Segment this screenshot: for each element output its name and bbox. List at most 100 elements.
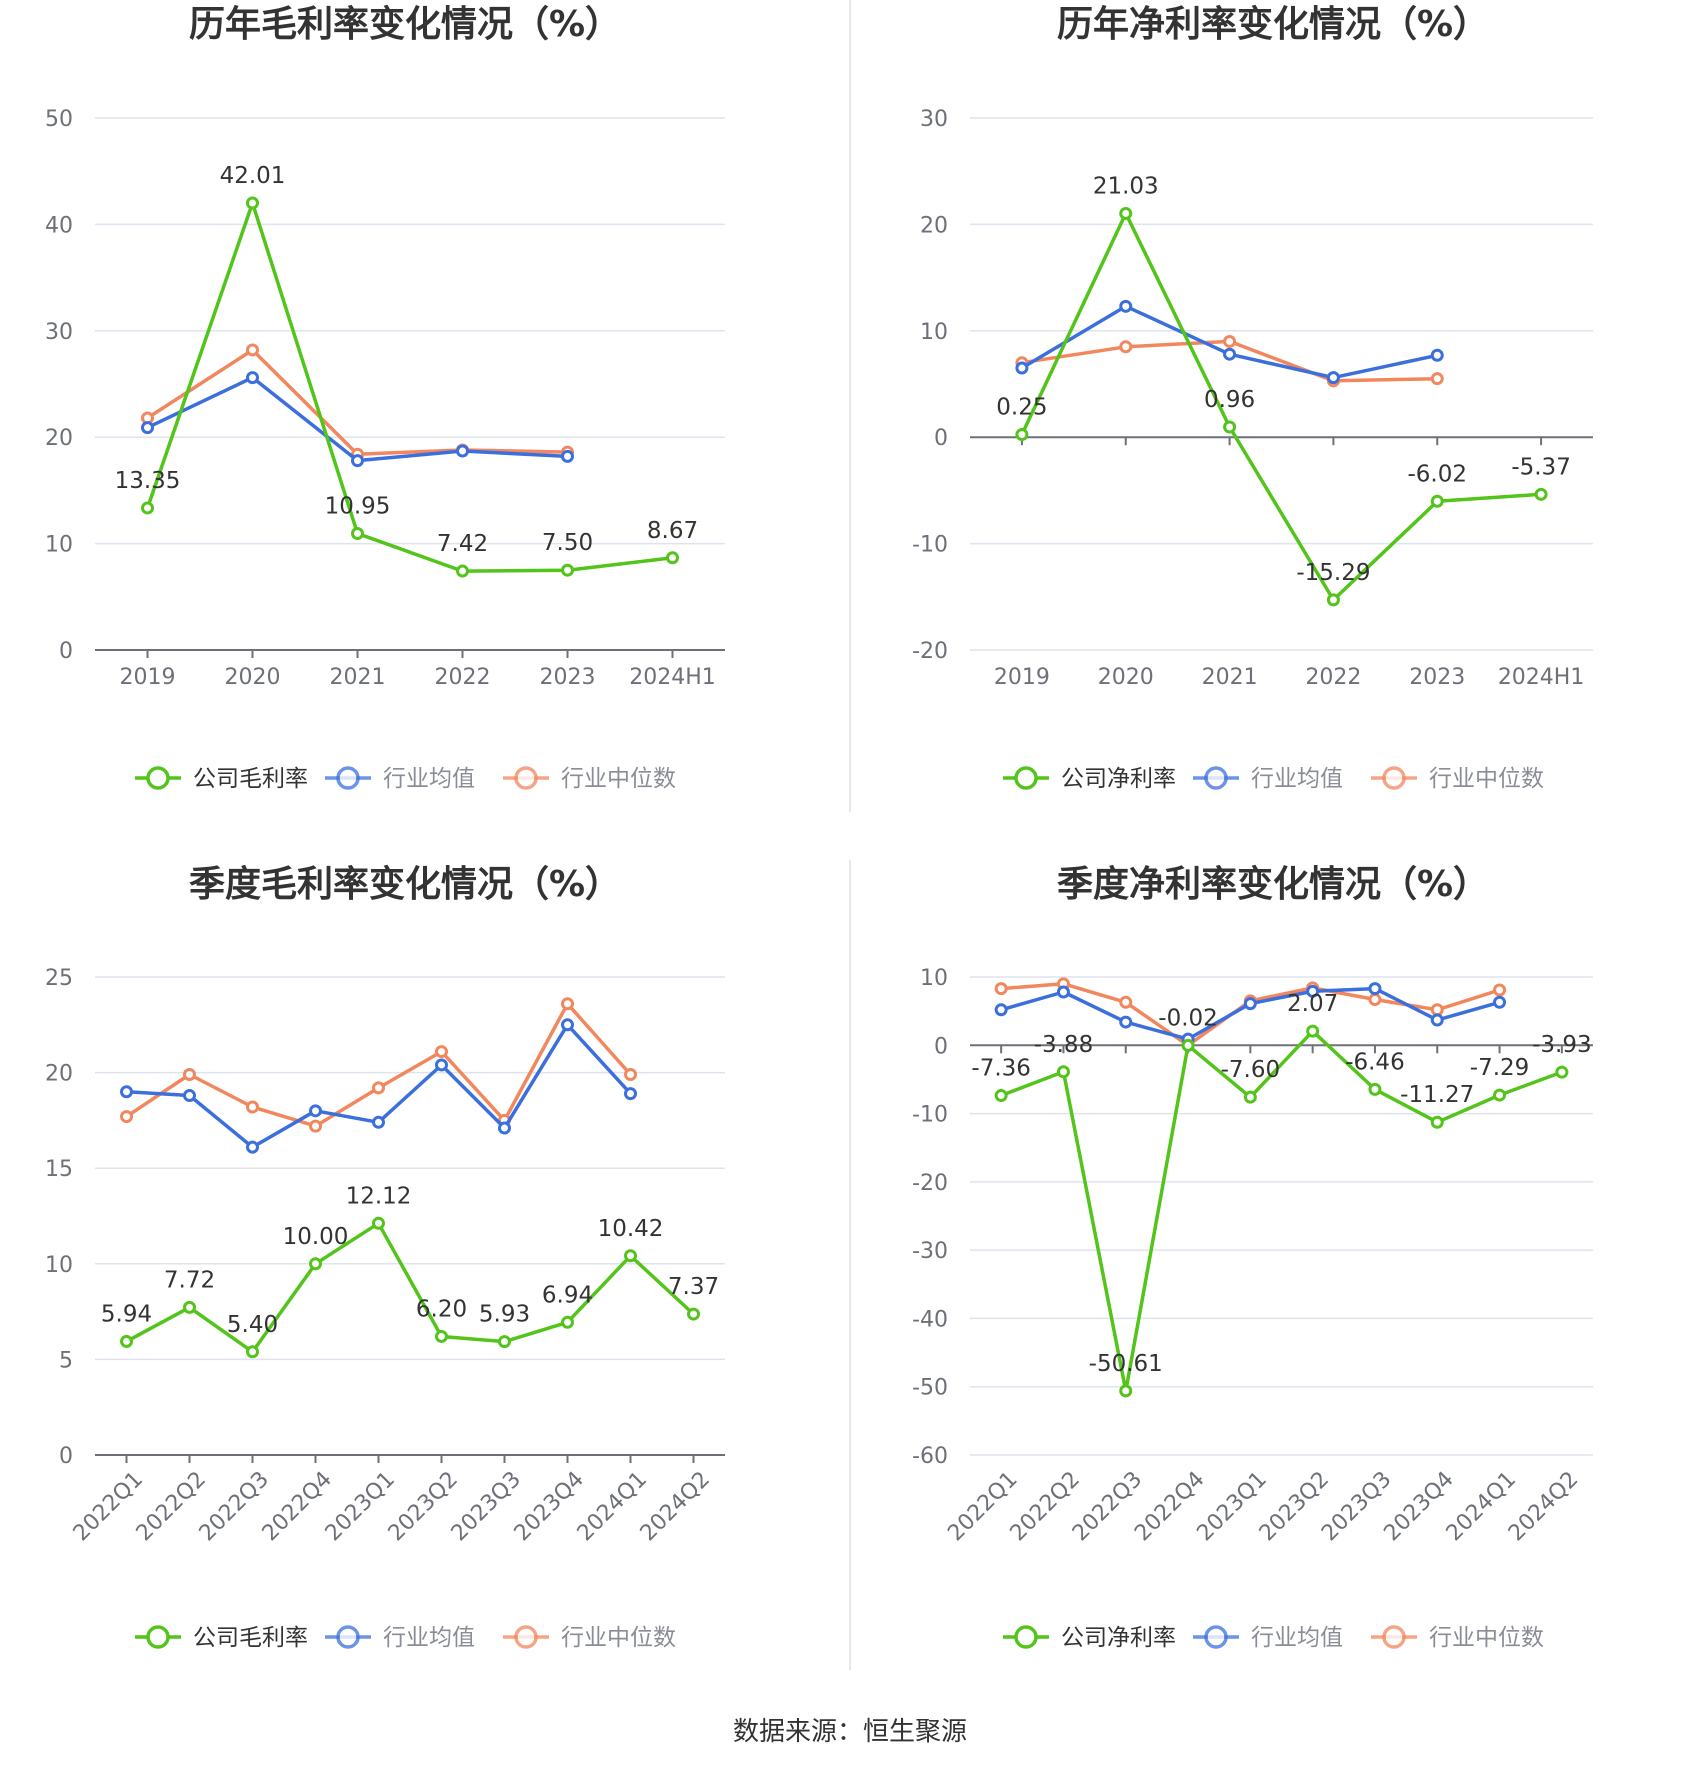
y-tick-label: 10 — [45, 1253, 73, 1278]
y-tick-label: 0 — [934, 426, 948, 451]
data-point-avg[interactable] — [624, 1087, 637, 1101]
legend-item-avg[interactable]: 行业均值 — [325, 1625, 475, 1651]
data-point-company[interactable] — [624, 1249, 637, 1263]
legend-item-avg[interactable]: 行业均值 — [325, 766, 475, 792]
data-point-avg[interactable] — [1430, 1013, 1444, 1027]
data-point-avg[interactable] — [309, 1104, 322, 1118]
data-point-company[interactable] — [246, 196, 259, 210]
data-point-company[interactable] — [498, 1335, 511, 1349]
x-tick-label: 2023 — [1409, 665, 1465, 690]
data-point-median[interactable] — [1430, 372, 1444, 386]
data-point-median[interactable] — [120, 1110, 133, 1124]
data-point-avg[interactable] — [1119, 299, 1133, 313]
data-point-company[interactable] — [1430, 494, 1444, 508]
data-point-company[interactable] — [246, 1345, 259, 1359]
data-point-median[interactable] — [1430, 1003, 1444, 1017]
data-point-median[interactable] — [309, 1119, 322, 1133]
data-point-median[interactable] — [246, 343, 259, 357]
data-point-median[interactable] — [246, 1100, 259, 1114]
data-point-avg[interactable] — [183, 1089, 196, 1103]
legend-item-company[interactable]: 公司净利率 — [1003, 766, 1176, 792]
legend-item-company[interactable]: 公司毛利率 — [135, 766, 308, 792]
data-point-company[interactable] — [435, 1329, 448, 1343]
legend-item-median[interactable]: 行业中位数 — [503, 1625, 676, 1651]
data-point-company[interactable] — [1119, 206, 1133, 220]
data-point-company[interactable] — [141, 501, 154, 515]
data-point-avg[interactable] — [1056, 985, 1070, 999]
legend-label: 公司毛利率 — [193, 766, 308, 792]
data-point-avg[interactable] — [1119, 1015, 1133, 1029]
data-point-median[interactable] — [1119, 995, 1133, 1009]
data-point-avg[interactable] — [1493, 995, 1507, 1009]
data-point-company[interactable] — [1306, 1024, 1320, 1038]
data-point-company[interactable] — [561, 1315, 574, 1329]
data-point-avg[interactable] — [1430, 348, 1444, 362]
data-point-median[interactable] — [183, 1068, 196, 1082]
data-label: 10.42 — [598, 1216, 664, 1242]
data-point-median[interactable] — [1119, 340, 1133, 354]
data-point-avg[interactable] — [141, 421, 154, 435]
data-point-avg[interactable] — [498, 1121, 511, 1135]
data-point-avg[interactable] — [120, 1085, 133, 1099]
data-point-company[interactable] — [1430, 1115, 1444, 1129]
legend-item-avg[interactable]: 行业均值 — [1193, 766, 1343, 792]
data-point-avg[interactable] — [1368, 982, 1382, 996]
data-point-company[interactable] — [1056, 1065, 1070, 1079]
legend-item-median[interactable]: 行业中位数 — [503, 766, 676, 792]
data-point-median[interactable] — [372, 1081, 385, 1095]
data-point-avg[interactable] — [1015, 361, 1029, 375]
data-point-company[interactable] — [183, 1300, 196, 1314]
data-point-median[interactable] — [1493, 983, 1507, 997]
legend-item-company[interactable]: 公司毛利率 — [135, 1625, 308, 1651]
data-point-avg[interactable] — [1223, 347, 1237, 361]
data-point-company[interactable] — [1493, 1088, 1507, 1102]
quarterly-net-margin-chart: 季度净利率变化情况（%） -60-50-40-30-20-100102022Q1… — [912, 863, 1593, 1651]
legend-item-median[interactable]: 行业中位数 — [1371, 766, 1544, 792]
data-point-median[interactable] — [994, 982, 1008, 996]
data-label: -0.02 — [1158, 1005, 1218, 1031]
data-point-company[interactable] — [561, 563, 574, 577]
data-point-company[interactable] — [1243, 1090, 1257, 1104]
data-point-company[interactable] — [1181, 1038, 1195, 1052]
data-point-avg[interactable] — [456, 444, 469, 458]
data-point-avg[interactable] — [372, 1115, 385, 1129]
data-point-company[interactable] — [1119, 1384, 1133, 1398]
data-point-avg[interactable] — [246, 371, 259, 385]
data-point-median[interactable] — [561, 997, 574, 1011]
data-point-company[interactable] — [309, 1257, 322, 1271]
data-point-company[interactable] — [1223, 420, 1237, 434]
legend-marker-icon — [514, 766, 538, 790]
data-point-company[interactable] — [456, 564, 469, 578]
data-point-company[interactable] — [1555, 1065, 1569, 1079]
data-point-avg[interactable] — [1306, 984, 1320, 998]
data-label: 42.01 — [220, 163, 286, 189]
data-point-avg[interactable] — [246, 1140, 259, 1154]
data-point-median[interactable] — [435, 1045, 448, 1059]
legend-item-company[interactable]: 公司净利率 — [1003, 1625, 1176, 1651]
data-point-company[interactable] — [666, 551, 679, 565]
data-point-company[interactable] — [1534, 487, 1548, 501]
data-point-company[interactable] — [372, 1216, 385, 1230]
data-point-median[interactable] — [624, 1068, 637, 1082]
data-point-company[interactable] — [687, 1307, 700, 1321]
data-point-median[interactable] — [1368, 993, 1382, 1007]
data-point-avg[interactable] — [435, 1058, 448, 1072]
data-point-company[interactable] — [351, 526, 364, 540]
data-point-company[interactable] — [1368, 1082, 1382, 1096]
legend-label: 行业均值 — [1251, 1625, 1343, 1651]
data-point-avg[interactable] — [351, 454, 364, 468]
legend-label: 行业中位数 — [561, 766, 676, 792]
data-point-avg[interactable] — [561, 449, 574, 463]
data-point-median[interactable] — [1223, 334, 1237, 348]
data-point-company[interactable] — [1015, 428, 1029, 442]
legend-item-median[interactable]: 行业中位数 — [1371, 1625, 1544, 1651]
data-point-avg[interactable] — [561, 1018, 574, 1032]
data-point-avg[interactable] — [1243, 997, 1257, 1011]
data-point-company[interactable] — [120, 1334, 133, 1348]
data-point-company[interactable] — [1326, 593, 1340, 607]
data-point-avg[interactable] — [994, 1003, 1008, 1017]
legend-item-avg[interactable]: 行业均值 — [1193, 1625, 1343, 1651]
data-point-company[interactable] — [994, 1089, 1008, 1103]
data-point-avg[interactable] — [1326, 371, 1340, 385]
data-label: -11.27 — [1400, 1082, 1474, 1108]
